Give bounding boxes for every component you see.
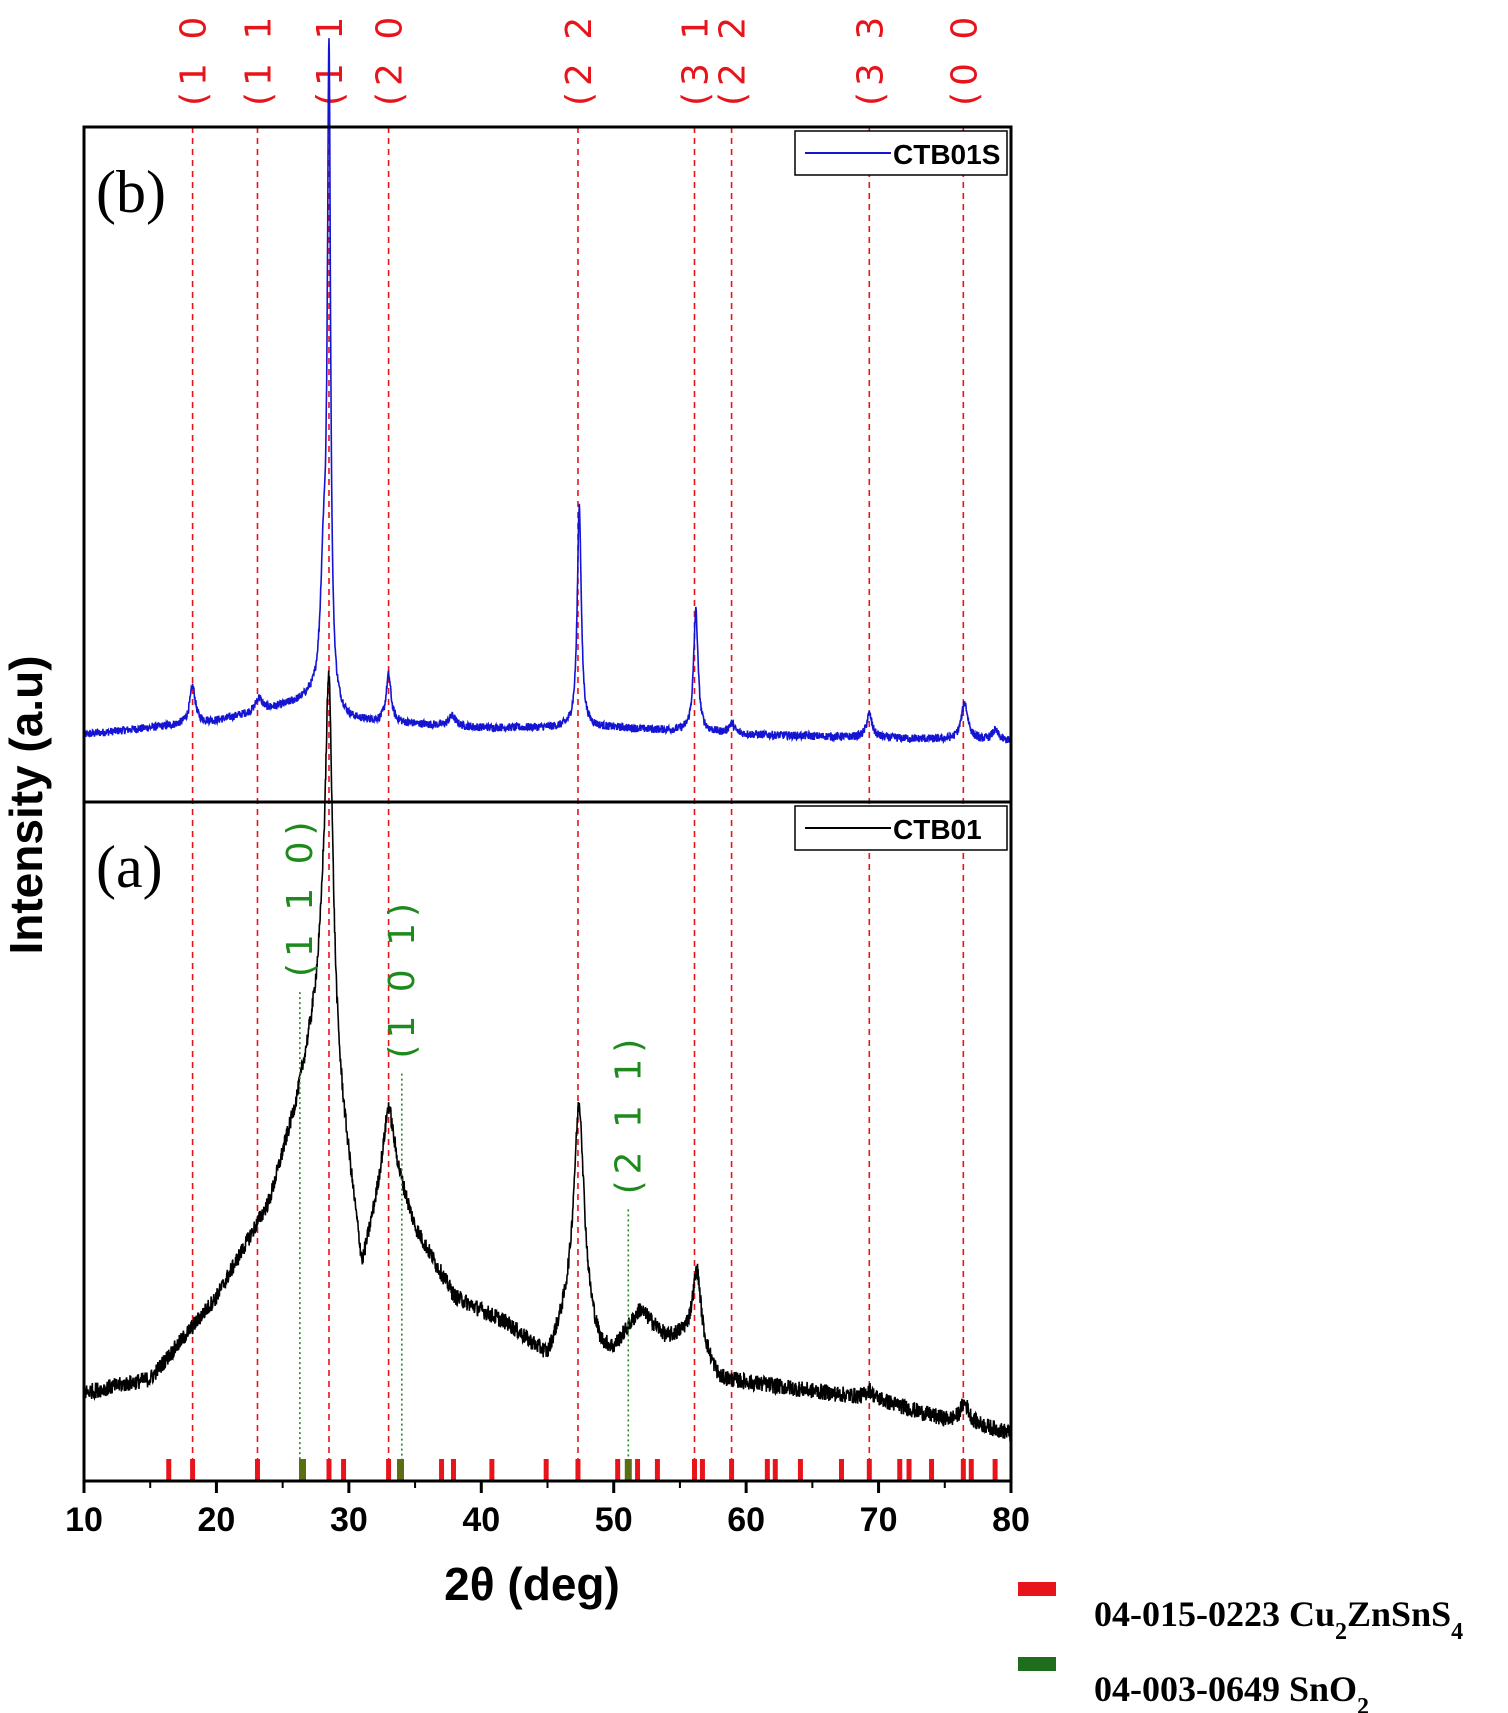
hkl-label: (3 1 2) bbox=[675, 0, 716, 106]
stick-cu2znsns4 bbox=[838, 1459, 844, 1481]
x-tick-label: 50 bbox=[595, 1501, 633, 1539]
stick-cu2znsns4 bbox=[489, 1459, 495, 1481]
legends: CTB01S CTB01 bbox=[794, 130, 1008, 851]
stick-cu2znsns4 bbox=[992, 1459, 998, 1481]
reference-legend-label: 04-015-0223 Cu2ZnSnS4 bbox=[1094, 1594, 1463, 1645]
sno2-hkl-label: (2 1 1) bbox=[608, 1033, 649, 1195]
hkl-label: (3 3 2) bbox=[850, 0, 891, 106]
plot-frame bbox=[82, 125, 1013, 1483]
stick-cu2znsns4 bbox=[729, 1459, 735, 1481]
reference-lines bbox=[191, 127, 965, 1481]
stick-cu2znsns4 bbox=[190, 1459, 196, 1481]
x-tick-label: 80 bbox=[992, 1501, 1030, 1539]
hkl-label: (1 0 1) bbox=[174, 0, 215, 106]
stick-cu2znsns4 bbox=[326, 1459, 332, 1481]
x-tick-label: 70 bbox=[860, 1501, 898, 1539]
stick-cu2znsns4 bbox=[254, 1459, 260, 1481]
sno2-hkl-label: (1 0 1) bbox=[382, 897, 423, 1059]
x-axis: 10 20 30 40 50 60 70 80 2θ (deg) Intensity (a.u) bbox=[0, 655, 1030, 1610]
stick-sno2 bbox=[397, 1459, 405, 1481]
stick-cu2znsns4 bbox=[439, 1459, 445, 1481]
panel-label: (a) bbox=[96, 834, 163, 900]
x-tick-label: 60 bbox=[727, 1501, 765, 1539]
stick-cu2znsns4 bbox=[906, 1459, 912, 1481]
x-tick-label: 30 bbox=[330, 1501, 368, 1539]
hkl-label: (0 0 8) bbox=[944, 0, 985, 106]
hkl-label: (2 2 4) bbox=[713, 0, 754, 106]
reference-legend-item: 04-003-0649 SnO2 bbox=[1018, 1657, 1369, 1713]
panel-labels: (b) (a) bbox=[96, 159, 166, 900]
stick-cu2znsns4 bbox=[866, 1459, 872, 1481]
hkl-label: (1 1 2) bbox=[310, 0, 351, 106]
stick-cu2znsns4 bbox=[897, 1459, 903, 1481]
x-tick-label: 20 bbox=[198, 1501, 236, 1539]
stick-sno2 bbox=[624, 1459, 632, 1481]
stick-cu2znsns4 bbox=[654, 1459, 660, 1481]
stick-sno2 bbox=[299, 1459, 307, 1481]
hkl-label: (1 1 0) bbox=[238, 0, 279, 106]
legend-label: CTB01 bbox=[893, 814, 982, 845]
stick-cu2znsns4 bbox=[166, 1459, 172, 1481]
panel-label: (b) bbox=[96, 159, 166, 225]
stick-cu2znsns4 bbox=[615, 1459, 621, 1481]
sno2-lines: (1 1 0) (1 0 1) (2 1 1) bbox=[280, 815, 649, 1481]
series-line-CTB01 bbox=[83, 670, 1012, 1442]
series-layer bbox=[83, 38, 1012, 1442]
x-tick-label: 40 bbox=[462, 1501, 500, 1539]
plot-border bbox=[82, 125, 1013, 1483]
stick-cu2znsns4 bbox=[635, 1459, 641, 1481]
legend-CTB01S: CTB01S bbox=[794, 130, 1008, 176]
legend-label: CTB01S bbox=[893, 139, 1000, 170]
y-axis-title: Intensity (a.u) bbox=[0, 655, 52, 954]
reference-legend-swatch bbox=[1018, 1657, 1056, 1671]
stick-cu2znsns4 bbox=[764, 1459, 770, 1481]
series-line-CTB01S bbox=[83, 38, 1012, 745]
stick-cu2znsns4 bbox=[386, 1459, 392, 1481]
stick-cu2znsns4 bbox=[797, 1459, 803, 1481]
sno2-hkl-label: (1 1 0) bbox=[280, 815, 321, 977]
stick-cu2znsns4 bbox=[960, 1459, 966, 1481]
hkl-label: (2 0 0) bbox=[370, 0, 411, 106]
stick-cu2znsns4 bbox=[772, 1459, 778, 1481]
reference-legend-label: 04-003-0649 SnO2 bbox=[1094, 1669, 1369, 1713]
hkl-label: (2 2 0) bbox=[559, 0, 600, 106]
reference-sticks bbox=[166, 1459, 998, 1481]
stick-cu2znsns4 bbox=[929, 1459, 935, 1481]
stick-cu2znsns4 bbox=[543, 1459, 549, 1481]
reference-legend-swatch bbox=[1018, 1582, 1056, 1596]
stick-cu2znsns4 bbox=[699, 1459, 705, 1481]
legend-CTB01: CTB01 bbox=[794, 805, 1008, 851]
stick-cu2znsns4 bbox=[575, 1459, 581, 1481]
stick-cu2znsns4 bbox=[691, 1459, 697, 1481]
stick-cu2znsns4 bbox=[341, 1459, 347, 1481]
reference-legend-item: 04-015-0223 Cu2ZnSnS4 bbox=[1018, 1582, 1463, 1645]
stick-cu2znsns4 bbox=[450, 1459, 456, 1481]
x-axis-title: 2θ (deg) bbox=[444, 1558, 620, 1610]
x-tick-label: 10 bbox=[65, 1501, 103, 1539]
stick-cu2znsns4 bbox=[968, 1459, 974, 1481]
reference-legend: 04-015-0223 Cu2ZnSnS4 04-003-0649 SnO2 bbox=[1018, 1582, 1463, 1713]
hkl-labels: (1 0 1) (1 1 0) (1 1 2) (2 0 0) (2 2 0) (3 1 … bbox=[174, 0, 986, 106]
